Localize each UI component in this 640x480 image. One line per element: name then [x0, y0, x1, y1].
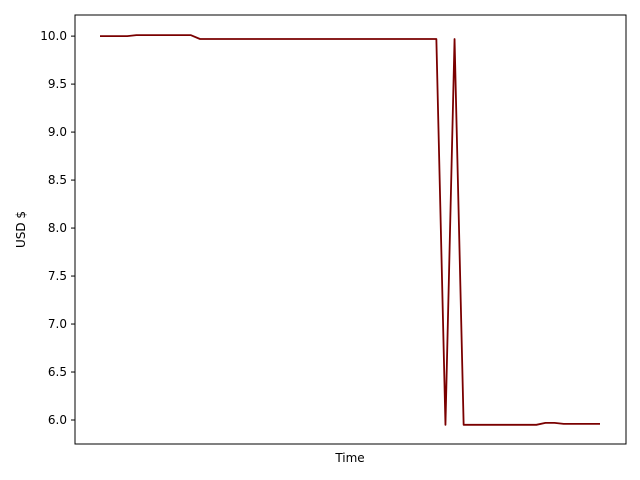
plot-area	[75, 15, 626, 444]
y-tick-label: 8.0	[48, 221, 67, 235]
x-axis-label: Time	[334, 451, 364, 465]
plot-frame	[74, 14, 627, 445]
y-tick-label: 10.0	[40, 29, 67, 43]
y-tick-label: 9.5	[48, 77, 67, 91]
series-line	[100, 34, 600, 426]
y-tick-label: 9.0	[48, 125, 67, 139]
y-tick-label: 6.0	[48, 413, 67, 427]
y-axis-ticks: 6.0 6.5 7.0 7.5 8.0 8.5 9.0 9.5 10.0	[40, 29, 75, 427]
y-tick-label: 8.5	[48, 173, 67, 187]
y-tick-label: 7.0	[48, 317, 67, 331]
y-axis-label: USD $	[14, 211, 28, 248]
y-tick-label: 7.5	[48, 269, 67, 283]
y-tick-label: 6.5	[48, 365, 67, 379]
